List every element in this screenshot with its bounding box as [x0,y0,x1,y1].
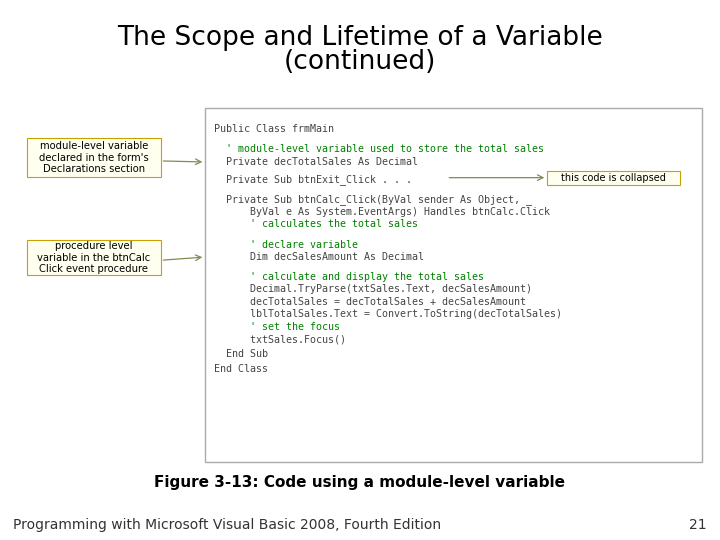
Text: Decimal.TryParse(txtSales.Text, decSalesAmount): Decimal.TryParse(txtSales.Text, decSales… [214,285,532,294]
Text: decTotalSales = decTotalSales + decSalesAmount: decTotalSales = decTotalSales + decSales… [214,297,526,307]
Text: (continued): (continued) [284,49,436,75]
Text: this code is collapsed: this code is collapsed [562,173,666,183]
Bar [547,171,680,185]
Text: Private Sub btnExit_Click . . .: Private Sub btnExit_Click . . . [214,174,412,185]
Text: ' calculates the total sales: ' calculates the total sales [214,219,418,229]
Text: txtSales.Focus(): txtSales.Focus() [214,334,346,344]
Text: ' set the focus: ' set the focus [214,322,340,332]
Text: 21: 21 [690,518,707,532]
Text: End Class: End Class [214,364,268,374]
Text: Private decTotalSales As Decimal: Private decTotalSales As Decimal [214,157,418,167]
Text: Private Sub btnCalc_Click(ByVal sender As Object, _: Private Sub btnCalc_Click(ByVal sender A… [214,194,532,205]
Text: lblTotalSales.Text = Convert.ToString(decTotalSales): lblTotalSales.Text = Convert.ToString(de… [214,309,562,319]
Text: module-level variable
declared in the form's
Declarations section: module-level variable declared in the fo… [39,141,149,174]
Bar [205,108,702,462]
Text: Programming with Microsoft Visual Basic 2008, Fourth Edition: Programming with Microsoft Visual Basic … [13,518,441,532]
Text: procedure level
variable in the btnCalc
Click event procedure: procedure level variable in the btnCalc … [37,241,150,274]
Text: Figure 3-13: Code using a module-level variable: Figure 3-13: Code using a module-level v… [155,475,565,490]
Text: ' declare variable: ' declare variable [214,240,358,249]
Text: ByVal e As System.EventArgs) Handles btnCalc.Click: ByVal e As System.EventArgs) Handles btn… [214,207,550,217]
Text: ' module-level variable used to store the total sales: ' module-level variable used to store th… [214,144,544,153]
Text: Dim decSalesAmount As Decimal: Dim decSalesAmount As Decimal [214,252,424,262]
Text: ' calculate and display the total sales: ' calculate and display the total sales [214,272,484,282]
Text: End Sub: End Sub [214,349,268,359]
Bar [27,240,161,275]
Bar [27,138,161,177]
Text: The Scope and Lifetime of a Variable: The Scope and Lifetime of a Variable [117,25,603,51]
Text: Public Class frmMain: Public Class frmMain [214,124,334,133]
